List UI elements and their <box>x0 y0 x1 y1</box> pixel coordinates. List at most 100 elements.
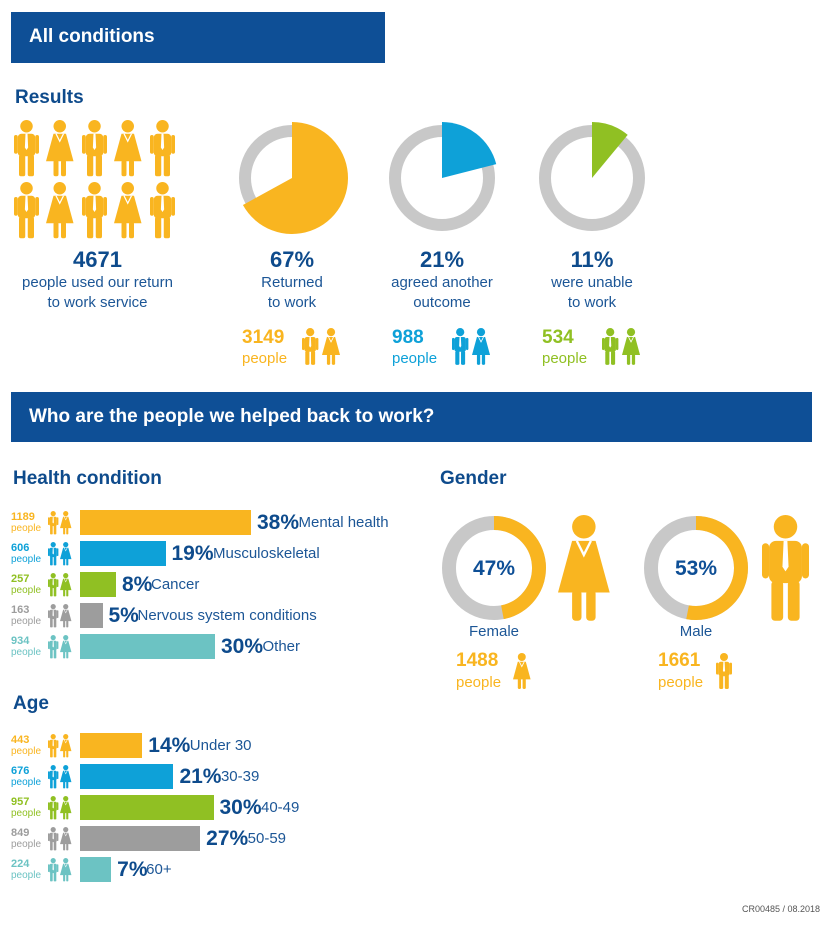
person-female-icon <box>46 182 74 239</box>
person-female-icon <box>114 120 142 177</box>
person-male-icon <box>452 328 469 365</box>
person-male-icon <box>14 182 39 239</box>
bar <box>80 541 166 566</box>
bar-percent: 5% <box>108 604 139 627</box>
person-female-icon <box>46 120 74 177</box>
person-male-icon <box>48 734 59 758</box>
bar-percent: 30% <box>219 796 262 819</box>
row-people-label: people <box>11 647 42 658</box>
row-count: 257 <box>11 573 30 585</box>
gender-percent: 47% <box>473 557 515 580</box>
bar <box>80 603 103 628</box>
row-people-icons <box>48 542 72 566</box>
gender-label: Female <box>468 623 520 640</box>
health-condition-heading: Health condition <box>13 468 162 489</box>
person-male-icon <box>48 827 59 851</box>
bar-percent: 19% <box>171 542 214 565</box>
gender-label: Male <box>679 623 713 640</box>
who-banner: Who are the people we helped back to wor… <box>11 392 812 442</box>
bar-category-label: 50-59 <box>247 830 287 847</box>
gender-large-icon <box>762 515 809 621</box>
person-female-icon <box>558 515 610 621</box>
person-male-icon <box>150 120 175 177</box>
row-count: 849 <box>11 827 30 839</box>
gender-heading: Gender <box>440 468 507 489</box>
bar <box>80 857 112 882</box>
donut-slice <box>686 516 748 620</box>
result-count: 988 <box>392 327 424 348</box>
result-percent: 67% <box>269 247 315 272</box>
bar-percent: 14% <box>148 734 191 757</box>
row-people-label: people <box>11 523 42 534</box>
result-people-icons <box>452 328 491 365</box>
person-male-icon <box>14 120 39 177</box>
result-label-line2: to work <box>567 294 617 311</box>
person-male-icon <box>602 328 619 365</box>
person-female-icon <box>322 328 341 365</box>
row-people-label: people <box>11 839 42 850</box>
person-female-icon <box>60 858 72 882</box>
gender-donut: 53% <box>644 516 748 620</box>
bar-category-label: Nervous system conditions <box>137 607 317 624</box>
person-male-icon <box>762 515 809 621</box>
bar <box>80 572 116 597</box>
age-heading: Age <box>13 693 49 714</box>
person-female-icon <box>60 734 72 758</box>
row-people-label: people <box>11 777 42 788</box>
gender-small-icon <box>513 653 531 689</box>
bar-category-label: Musculoskeletal <box>213 545 320 562</box>
row-people-icons <box>48 827 72 851</box>
total-label: people used our return to work service <box>0 273 195 313</box>
person-female-icon <box>472 328 491 365</box>
donut-slice <box>592 122 628 178</box>
bar <box>80 826 201 851</box>
result-donut <box>389 122 497 231</box>
bar-percent: 27% <box>206 827 249 850</box>
person-male-icon <box>48 604 59 628</box>
people-grid <box>14 120 175 239</box>
total-label-line1: people used our return <box>22 274 173 291</box>
person-male-icon <box>48 765 59 789</box>
person-female-icon <box>622 328 641 365</box>
result-count: 3149 <box>242 327 285 348</box>
bar-category-label: 30-39 <box>220 768 260 785</box>
person-male-icon <box>82 120 107 177</box>
result-donut <box>539 122 645 231</box>
gender-people-label: people <box>658 674 704 691</box>
person-male-icon <box>716 653 732 689</box>
person-female-icon <box>60 635 72 659</box>
person-female-icon <box>60 796 72 820</box>
row-people-icons <box>48 858 72 882</box>
person-female-icon <box>60 827 72 851</box>
row-people-label: people <box>11 585 42 596</box>
row-people-label: people <box>11 554 42 565</box>
gender-small-icon <box>716 653 732 689</box>
person-female-icon <box>60 573 72 597</box>
bar-percent: 21% <box>179 765 222 788</box>
row-people-icons <box>48 573 72 597</box>
person-female-icon <box>60 511 72 535</box>
gender-count: 1488 <box>456 650 499 671</box>
bar-percent: 7% <box>117 858 148 881</box>
person-male-icon <box>48 796 59 820</box>
bar-category-label: Mental health <box>298 514 389 531</box>
gender-donut: 47% <box>442 516 546 620</box>
row-people-label: people <box>11 808 42 819</box>
result-people-label: people <box>242 350 288 367</box>
person-male-icon <box>302 328 319 365</box>
result-people-label: people <box>392 350 438 367</box>
result-people-icons <box>602 328 641 365</box>
result-label-line1: were unable <box>551 274 633 291</box>
result-count: 534 <box>542 327 574 348</box>
person-female-icon <box>60 604 72 628</box>
result-percent: 11% <box>570 247 614 272</box>
row-people-label: people <box>11 616 42 627</box>
row-people-icons <box>48 604 72 628</box>
total-count: 4671 <box>73 247 122 272</box>
bar <box>80 764 174 789</box>
result-label-line1: Returned <box>261 274 323 291</box>
person-male-icon <box>48 858 59 882</box>
bar-category-label: 60+ <box>146 861 172 878</box>
person-male-icon <box>82 182 107 239</box>
row-count: 934 <box>11 635 30 647</box>
